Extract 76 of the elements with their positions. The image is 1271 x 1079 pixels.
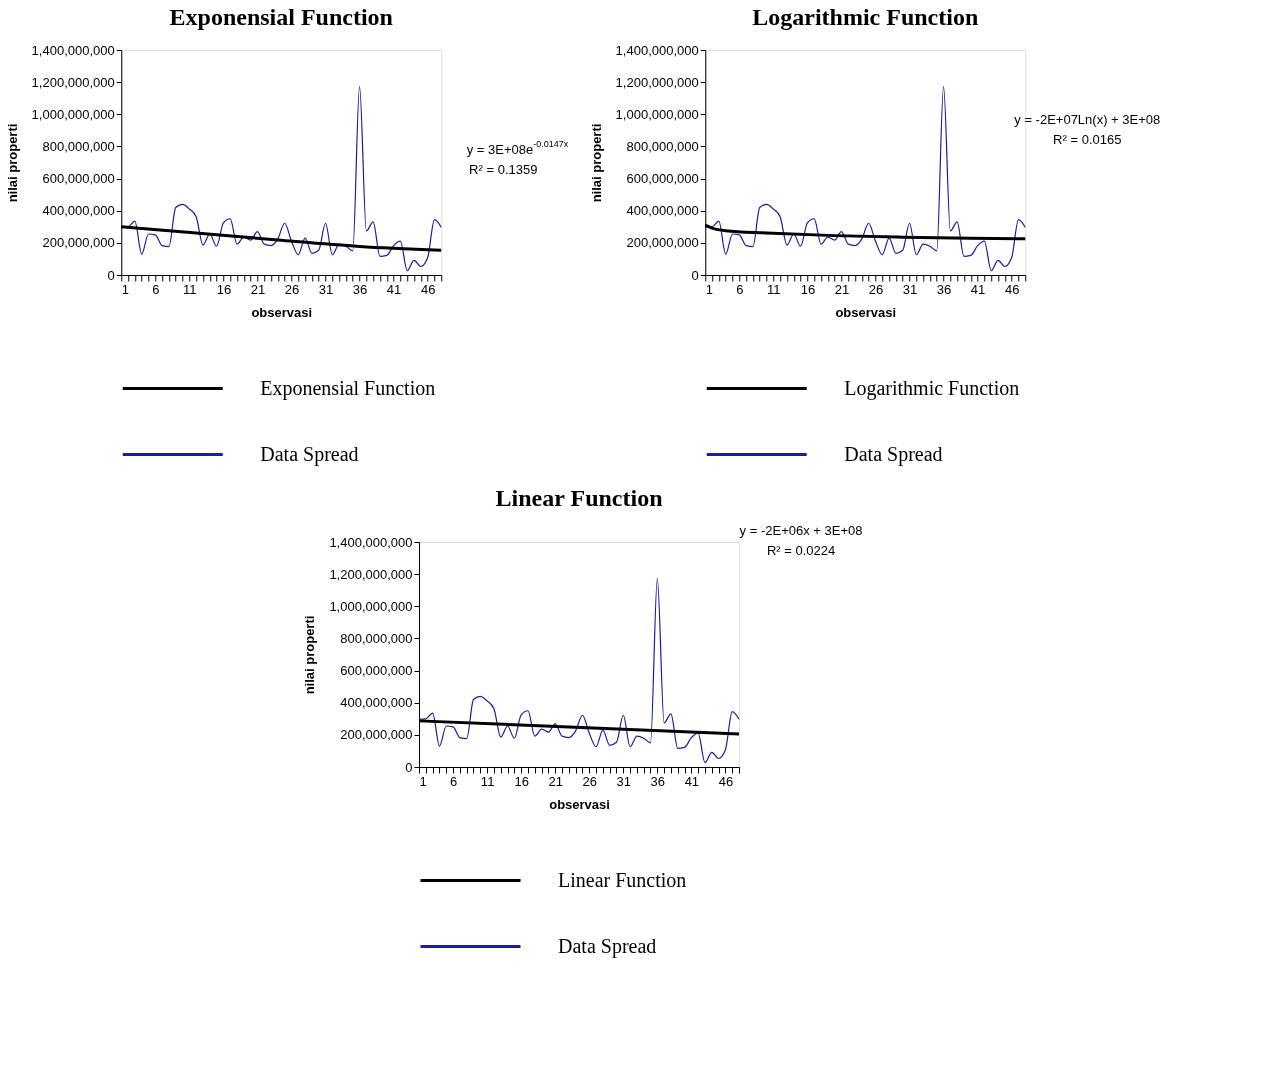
x-tick-label: 36	[650, 773, 666, 789]
y-tick-label: 200,000,000	[626, 235, 699, 251]
x-tick-label: 6	[449, 773, 458, 789]
x-tick-label: 16	[514, 773, 529, 789]
text: R² = 0.0165	[1053, 132, 1122, 147]
x-tick-label: 1	[419, 773, 427, 789]
text: R² = 0.1359	[469, 162, 538, 177]
x-tick-label: 36	[936, 281, 952, 297]
y-tick-label: 1,000,000,000	[31, 106, 115, 122]
text: R² = 0.0224	[766, 543, 836, 558]
x-tick-label: 6	[152, 281, 160, 297]
y-tick-label: 1,200,000,000	[329, 566, 413, 582]
y-tick-label: 0	[405, 759, 413, 775]
chart-title: Linear Function	[495, 485, 663, 511]
legend-label: Data Spread	[558, 934, 657, 958]
text: y = -2E+06x + 3E+08	[739, 523, 863, 538]
legend-label: Data Spread	[260, 442, 359, 466]
x-tick-label: 26	[868, 281, 884, 297]
y-tick-label: 0	[107, 267, 115, 283]
x-tick-label: 31	[616, 773, 632, 789]
y-axis-title: nilai properti	[302, 615, 318, 695]
x-tick-label: 46	[420, 281, 436, 297]
x-tick-label: 46	[718, 773, 734, 789]
legend-label: Data Spread	[844, 442, 943, 466]
x-tick-label: 41	[970, 281, 986, 297]
x-tick-label: 36	[352, 281, 368, 297]
legend-label: Linear Function	[558, 868, 687, 891]
x-axis-title: observasi	[251, 304, 313, 320]
y-tick-label: 1,400,000,000	[615, 42, 699, 58]
y-tick-label: 600,000,000	[42, 171, 115, 187]
x-tick-label: 26	[582, 773, 597, 789]
y-tick-label: 800,000,000	[340, 630, 413, 646]
y-tick-label: 1,000,000,000	[329, 598, 413, 614]
x-tick-label: 31	[902, 281, 918, 297]
y-tick-label: 600,000,000	[626, 171, 699, 187]
y-tick-label: 800,000,000	[42, 138, 115, 154]
x-tick-label: 41	[386, 281, 402, 297]
x-tick-label: 11	[767, 281, 781, 297]
y-tick-label: 400,000,000	[626, 203, 699, 219]
legend-label: Logarithmic Function	[844, 376, 1020, 400]
y-axis-title: nilai properti	[4, 123, 20, 203]
y-tick-label: 1,200,000,000	[31, 74, 115, 90]
y-tick-label: 200,000,000	[340, 727, 413, 743]
x-axis-title: observasi	[835, 304, 897, 320]
x-tick-label: 6	[736, 281, 744, 297]
x-tick-label: 26	[284, 281, 300, 297]
y-tick-label: 1,200,000,000	[615, 74, 699, 90]
x-tick-label: 11	[183, 281, 197, 297]
x-tick-label: 16	[216, 281, 232, 297]
x-tick-label: 16	[800, 281, 816, 297]
line-series	[704, 86, 1026, 272]
x-tick-label: 1	[121, 281, 129, 297]
x-tick-label: 11	[480, 773, 495, 789]
x-tick-label: 31	[318, 281, 334, 297]
chart-title: Logarithmic Function	[752, 4, 979, 30]
line-series	[418, 578, 740, 764]
annotation: y = -2E+07Ln(x) + 3E+08	[1014, 112, 1161, 127]
y-tick-label: 1,400,000,000	[31, 42, 115, 58]
y-tick-label: 1,400,000,000	[329, 534, 413, 550]
y-tick-label: 1,000,000,000	[615, 106, 699, 122]
y-tick-label: 400,000,000	[340, 695, 413, 711]
x-tick-label: 46	[1004, 281, 1020, 297]
x-tick-label: 41	[684, 773, 700, 789]
x-tick-label: 1	[705, 281, 713, 297]
x-tick-label: 21	[250, 281, 266, 297]
x-tick-label: 21	[548, 773, 563, 789]
legend-label: Exponensial Function	[260, 376, 436, 400]
y-tick-label: 200,000,000	[42, 235, 115, 251]
x-axis-title: observasi	[549, 796, 610, 812]
chart-title: Exponensial Function	[169, 4, 393, 30]
x-tick-label: 21	[834, 281, 850, 297]
y-tick-label: 0	[691, 267, 699, 283]
y-tick-label: 600,000,000	[340, 663, 413, 679]
y-axis-title: nilai properti	[588, 123, 604, 203]
y-tick-label: 400,000,000	[42, 203, 115, 219]
y-tick-label: 800,000,000	[626, 138, 699, 154]
